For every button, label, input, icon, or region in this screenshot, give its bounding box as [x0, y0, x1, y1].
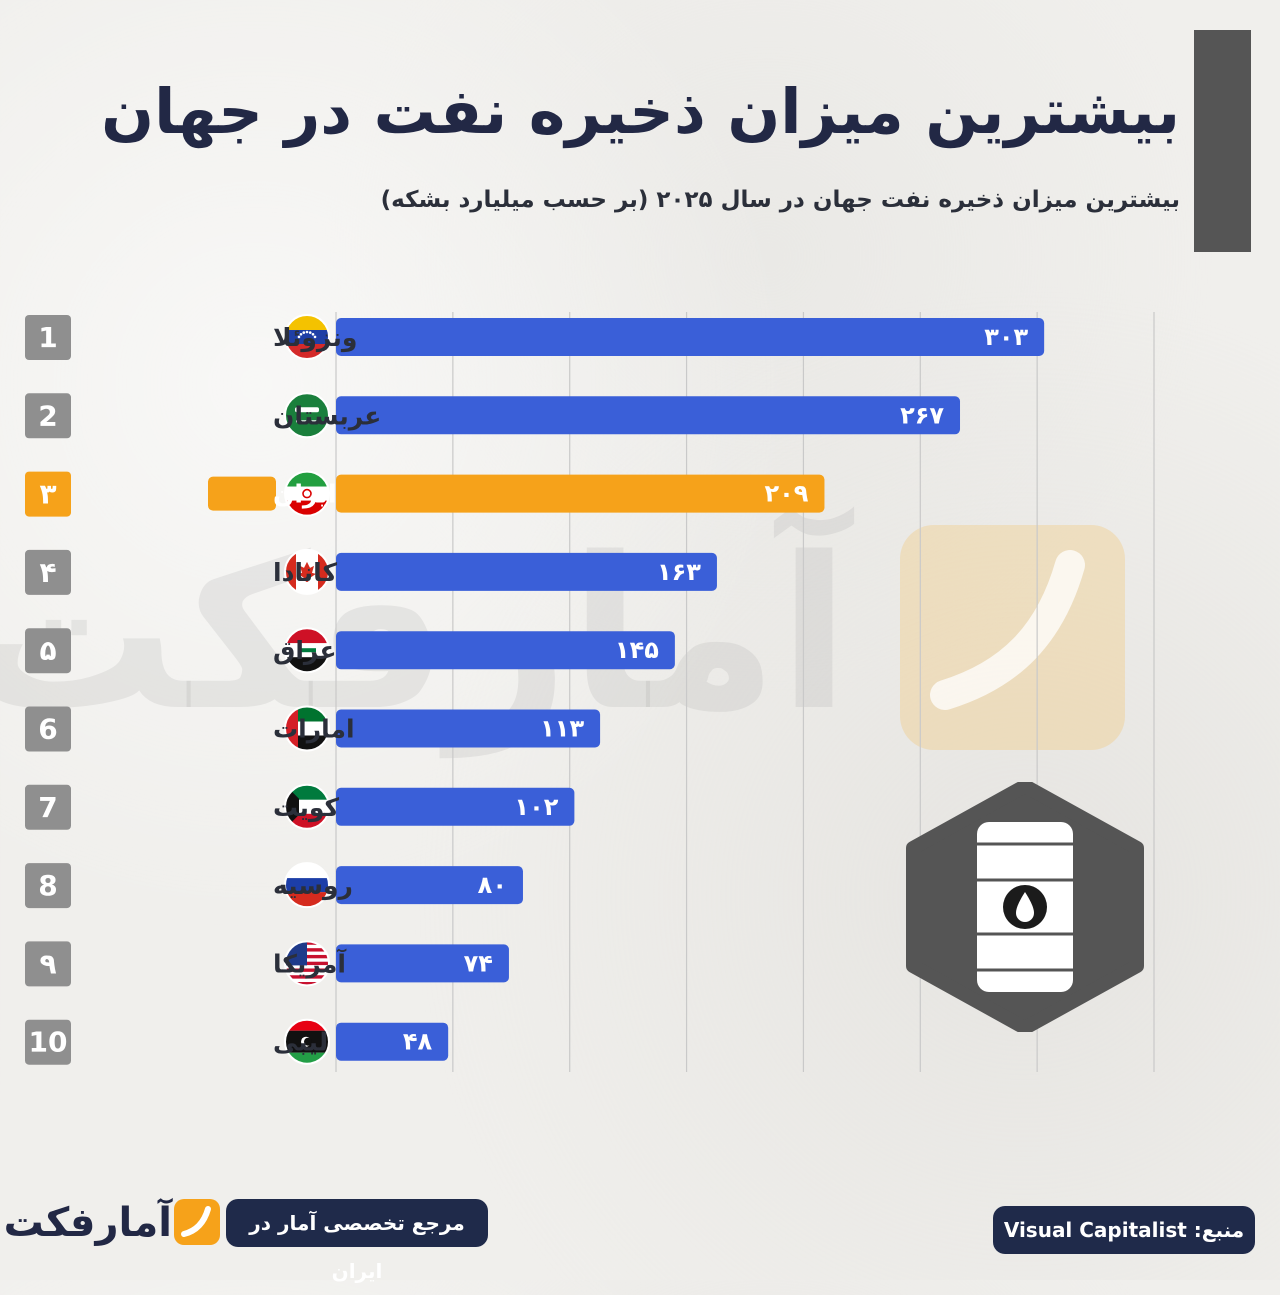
iran-flag-icon [284, 470, 330, 517]
uae-flag-icon [284, 705, 330, 752]
bar [336, 474, 825, 513]
rank-badge [25, 784, 71, 830]
category-label: ونزوئلا [273, 323, 357, 353]
rank-badge [25, 1019, 71, 1065]
bar-value-label: ۱۱۳ [540, 715, 584, 743]
rank-label: ۴ [39, 556, 56, 589]
category-label: عربستان [273, 401, 381, 431]
bar [336, 866, 523, 905]
rank-badge [25, 941, 71, 987]
bar-value-label: ۱۴۵ [615, 636, 659, 664]
rank-label: 1 [38, 321, 57, 354]
rank-badge [25, 471, 71, 517]
bar [336, 552, 717, 591]
brand-tagline: مرجع تخصصی آمار در ایران [226, 1199, 488, 1283]
bar-value-label: ۱۰۲ [514, 793, 558, 821]
bar-value-label: ۱۶۳ [657, 558, 701, 586]
rank-label: 10 [29, 1026, 68, 1059]
category-label: امارات [273, 715, 355, 744]
rank-label: ۵ [39, 634, 56, 667]
kuwait-flag-icon [284, 783, 330, 830]
oil-barrel-icon [905, 779, 1145, 1035]
category-label: کویت [273, 793, 340, 823]
category-label: روسیه [273, 871, 353, 901]
venezuela-flag-icon [284, 314, 330, 360]
category-label: کانادا [273, 558, 338, 587]
bar-value-label: ۲۰۹ [765, 480, 809, 508]
bar [336, 944, 509, 983]
rank-badge [25, 863, 71, 909]
rank-label: 8 [38, 869, 57, 902]
rank-label: ۳ [39, 478, 56, 511]
rank-label: ۹ [39, 947, 56, 980]
chart-subtitle: بیشترین میزان ذخیره نفت جهان در سال ۲۰۲۵… [380, 187, 1180, 213]
libya-flag-icon [284, 1018, 330, 1065]
watermark-logo-icon [900, 525, 1125, 750]
bar [336, 318, 1045, 356]
category-label: عراق [273, 636, 337, 666]
brand-logo-icon [174, 1199, 220, 1245]
rank-label: 2 [38, 399, 57, 432]
usa-flag-icon [284, 940, 330, 987]
bar [336, 1022, 449, 1061]
bar-value-label: ۷۴ [464, 949, 493, 977]
rank-badge [25, 393, 71, 439]
rank-label: 7 [38, 791, 57, 824]
category-label: آمریکا [273, 948, 347, 979]
bar-value-label: ۸۰ [478, 871, 507, 899]
bar [336, 709, 601, 748]
brand-logo-text: آمارفکت [3, 1200, 172, 1246]
bar [336, 396, 961, 435]
bar-value-label: ۳۰۳ [984, 323, 1028, 351]
russia-flag-icon [284, 862, 330, 909]
category-label: ایران [273, 480, 336, 510]
bar-value-label: ۴۸ [403, 1028, 433, 1056]
highlight-label-bg [208, 476, 276, 511]
bar-value-label: ۲۶۷ [900, 401, 944, 429]
canada-flag-icon [284, 548, 330, 595]
brand-logo: آمارفکت [3, 1197, 222, 1249]
rank-label: 6 [38, 713, 57, 746]
bar [336, 631, 675, 670]
page-title: بیشترین میزان ذخیره نفت در جهان [101, 75, 1180, 148]
iraq-flag-icon [284, 627, 330, 674]
bar [336, 787, 575, 826]
title-accent-bar [1194, 30, 1251, 252]
rank-badge [25, 549, 71, 595]
category-label: لیبی [273, 1028, 328, 1057]
source-credit: منبع: Visual Capitalist [993, 1206, 1255, 1254]
rank-badge [25, 628, 71, 674]
rank-badge [25, 315, 71, 360]
saudi-arabia-flag-icon [284, 392, 330, 439]
rank-badge [25, 706, 71, 752]
